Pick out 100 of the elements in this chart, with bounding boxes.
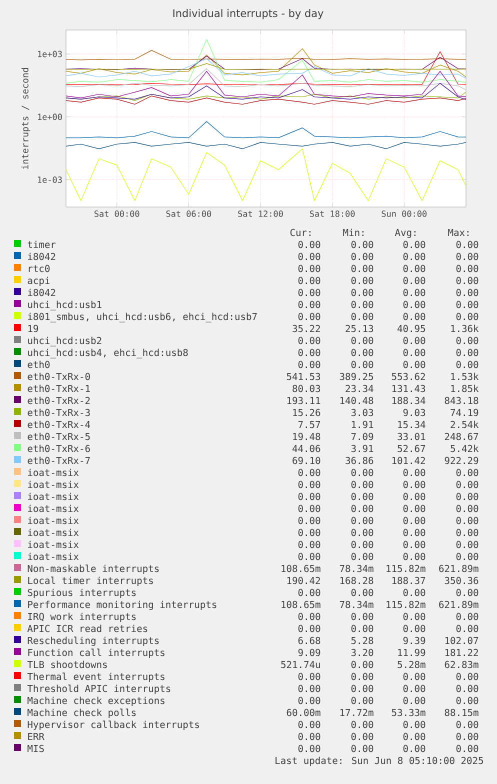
text: 0.00 [351,312,374,320]
y-tick-label: 1e+03 [38,50,62,58]
text: 0.00 [351,264,374,272]
text: 553.62 [392,372,425,380]
text: 7.09 [351,432,374,440]
text: 0.00 [298,624,320,632]
text: 0.00 [351,480,374,488]
legend-label: eth0-TxRx-3 [28,408,90,416]
legend-label: IRQ work interrupts [28,612,136,622]
text: 0.00 [298,240,320,248]
x-tick-label: Sat 00:00 [94,210,140,217]
text: 0.00 [456,672,478,680]
text: 0.00 [403,240,426,248]
text: 0.00 [456,624,478,632]
text: 0.00 [298,348,320,356]
legend-label: Hypervisor callback interrupts [28,720,199,730]
text: 0.00 [456,264,478,272]
text: 17.72m [340,708,374,716]
text: 0.00 [403,336,426,344]
text: 11.99 [398,648,426,656]
text: 0.00 [351,348,374,356]
line-series [66,68,466,90]
text: 0.00 [456,492,478,500]
text: 0.00 [351,612,374,620]
text: 5.28m [398,660,426,668]
text: 0.00 [351,276,374,284]
legend-label: eth0-TxRx-1 [28,384,90,392]
text: Cur: [290,228,310,236]
legend-label: TLB shootdowns [27,660,107,668]
text: Avg: [394,229,416,238]
text: 0.00 [403,480,426,488]
text: 0.00 [456,288,478,296]
text: 0.00 [403,744,426,752]
legend-label: ioat-msix [28,468,79,476]
legend-label: i801_smbus, uhci_hcd:usb6, ehci_hcd:usb7 [28,312,257,322]
text: 115.82m [386,600,426,608]
text: 0.00 [298,552,320,560]
text: 0.00 [403,672,426,680]
legend-label: uhci_hcd:usb1 [28,300,102,310]
text: 0.00 [456,588,478,596]
text: 0.00 [456,468,478,476]
text: 350.36 [444,576,478,584]
text: 0.00 [351,300,374,308]
text: 2.54k [450,420,479,428]
text: 6.68 [298,636,320,644]
text: 0.00 [298,288,320,296]
text: 52.67 [398,444,426,452]
legend-label: ioat-msix [28,540,79,548]
text: 0.00 [456,552,478,560]
legend-label: eth0-TxRx-6 [28,444,90,452]
text: 0.00 [351,540,374,548]
text: 115.82m [386,564,426,572]
text: 0.00 [456,300,478,308]
text: 0.00 [456,684,478,692]
text: 0.00 [456,312,478,320]
line-series [66,142,466,150]
text: 0.00 [298,744,320,752]
text: 60.00m [286,708,320,716]
text: 101.42 [392,456,425,464]
text: 0.00 [351,552,374,560]
text: 35.22 [292,324,320,332]
legend-label: ioat-msix [28,492,79,500]
text: 0.00 [298,252,320,260]
text: 0.00 [351,660,374,668]
text: 131.43 [392,384,426,392]
text: 0.00 [351,684,374,692]
line-series [66,96,466,105]
text: 0.00 [298,360,320,368]
legend-label: eth0-TxRx-4 [28,420,90,428]
text: 0.00 [403,264,426,272]
legend-label: ioat-msix [28,480,79,488]
text: 0.00 [403,732,426,740]
text: 1.91 [352,420,374,428]
legend-label: Machine check exceptions [28,696,164,706]
text: 0.00 [298,612,320,620]
legend-label: ioat-msix [28,504,79,512]
x-tick-label: Sat 12:00 [238,210,283,217]
line-series [66,70,466,98]
text: 0.00 [298,696,320,704]
text: 0.00 [456,696,478,704]
text: 69.10 [292,456,320,464]
text: 541.53 [286,372,320,380]
text: 0.00 [351,360,374,368]
line-series [66,83,466,100]
text: 23.34 [346,384,374,392]
text: 5.42k [450,444,479,452]
line-series [66,121,466,138]
legend-label: timer [28,240,56,248]
text: 140.48 [340,396,374,404]
legend-label: Function call interrupts [28,648,164,658]
text: 78.34m [340,564,374,572]
legend-label: uhci_hcd:usb4, ehci_hcd:usb8 [28,348,188,358]
text: 0.00 [456,480,478,488]
line-series [66,148,466,201]
legend-label: Threshold APIC interrupts [27,684,170,694]
text: 0.00 [298,720,320,728]
legend-label: MIS [28,744,44,752]
x-tick-label: Sat 06:00 [166,210,212,217]
text: 188.34 [392,396,426,404]
text: 88.15m [444,708,478,716]
